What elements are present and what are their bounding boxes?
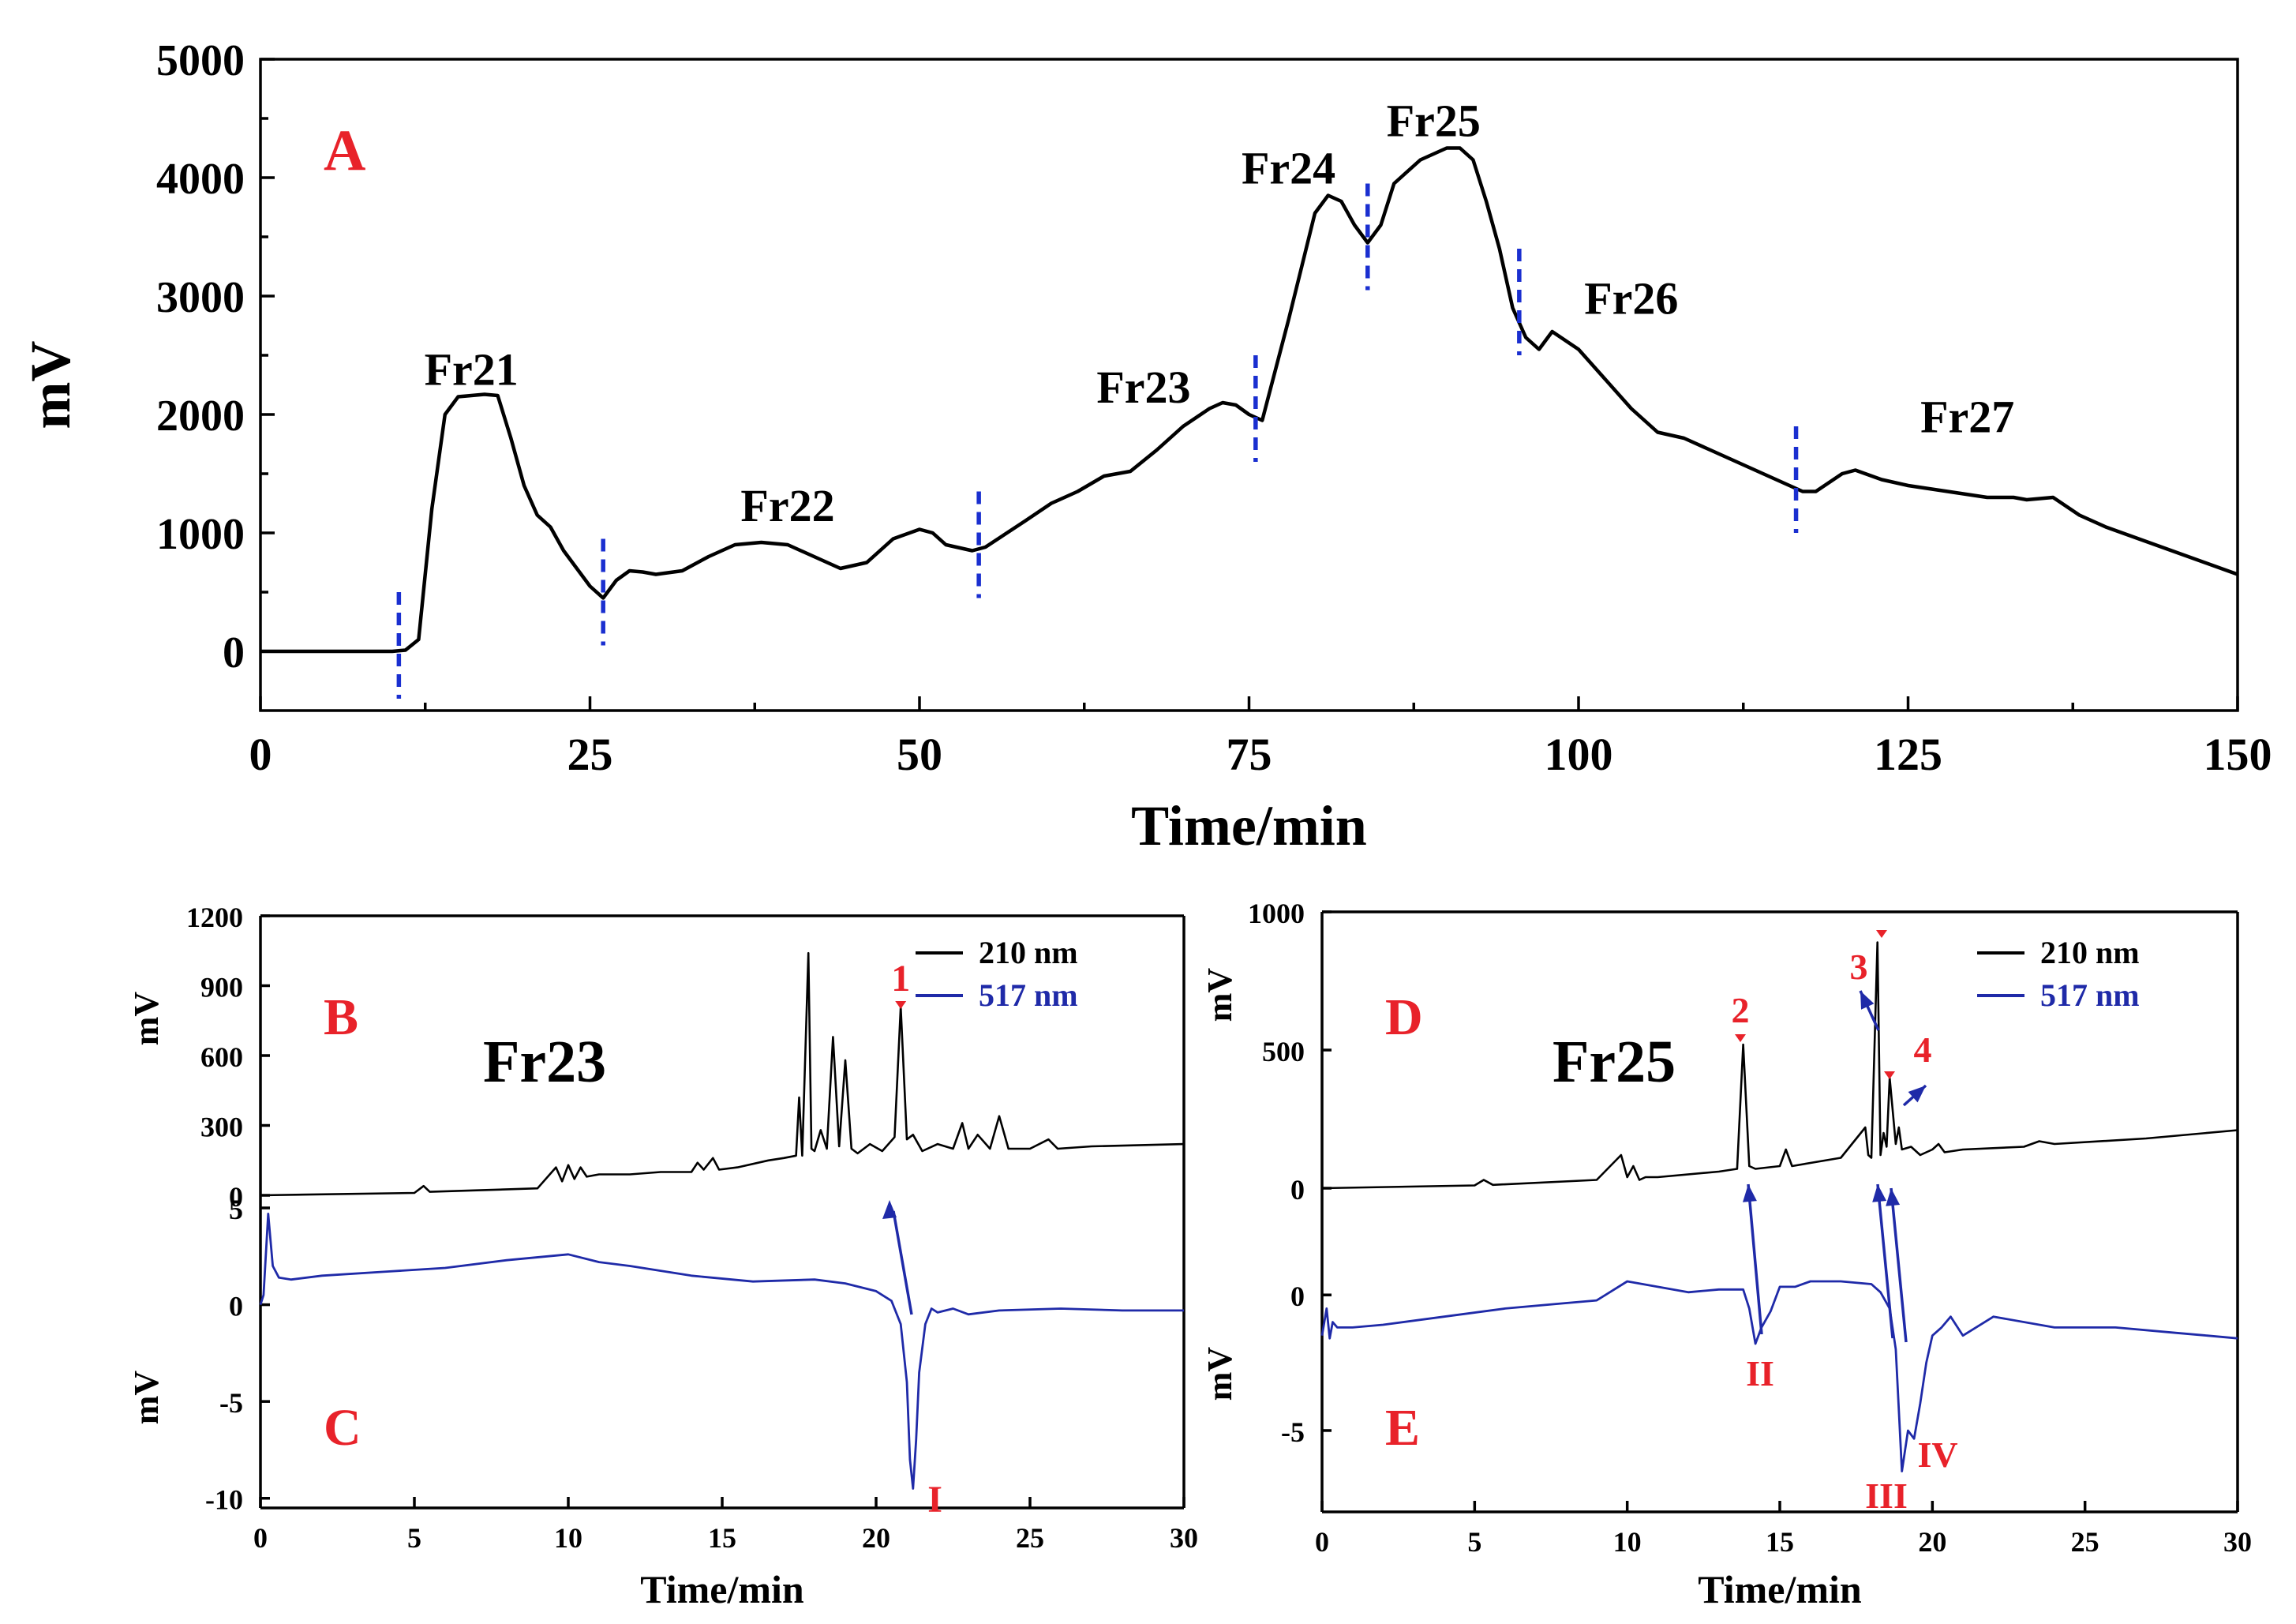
peak-marker-heart [1735,1034,1746,1042]
fraction-label: Fr23 [1096,362,1190,413]
fraction-label: Fr24 [1242,143,1335,194]
fraction-label: Fr27 [1920,392,2014,443]
y-tick-label: 0 [1290,1174,1305,1206]
x-tick-label: 5 [407,1522,421,1554]
x-tick-label: 25 [567,729,613,780]
legend-label-210: 210 nm [979,935,1078,970]
fraction-title: Fr23 [483,1029,606,1095]
panel-label-e: E [1385,1399,1420,1457]
link-arrow-head [1908,1086,1926,1103]
x-tick-label: 20 [1918,1526,1946,1558]
y-tick-label: 5 [229,1194,243,1225]
fraction-title: Fr25 [1553,1029,1676,1095]
link-arrow-head [1860,991,1875,1010]
x-tick-label: 30 [2223,1526,2252,1558]
y-tick-label: 5000 [156,36,245,85]
x-tick-label: 5 [1467,1526,1481,1558]
y-tick-label: 500 [1262,1036,1305,1067]
legend-label-517: 517 nm [979,977,1078,1013]
panel-label-a: A [324,118,365,183]
y-tick-label: -10 [205,1484,243,1516]
y-tick-label: 0 [229,1291,243,1322]
y-axis-title-b: mV [127,992,166,1046]
peak-marker-heart [1884,1071,1895,1079]
x-axis-title: Time/min [1698,1567,1862,1611]
y-axis-title-c: mV [127,1371,166,1425]
link-arrow [1747,1183,1763,1335]
link-arrow [1876,1183,1894,1339]
x-tick-label: 0 [249,729,272,780]
y-tick-label: -5 [219,1387,243,1419]
peak-marker-label: 3 [1850,947,1868,987]
peak-marker-label: 4 [1914,1030,1932,1070]
y-tick-label: 1000 [1248,898,1305,929]
peak-marker-label: III [1865,1476,1908,1516]
y-tick-label: 1000 [156,510,245,559]
y-tick-label: 600 [200,1041,243,1073]
x-tick-label: 15 [708,1522,736,1554]
y-tick-label: 900 [200,972,243,1003]
trace-517nm [259,1213,1184,1490]
x-tick-label: 30 [1170,1522,1198,1554]
link-arrow-head [1742,1184,1757,1202]
fraction-label: Fr26 [1584,273,1678,324]
x-tick-label: 125 [1874,729,1942,780]
x-tick-label: 100 [1545,729,1613,780]
y-tick-label: 3000 [156,273,245,322]
fraction-label: Fr21 [425,344,519,396]
peak-marker-label: I [927,1479,942,1521]
x-tick-label: 10 [554,1522,582,1554]
link-arrow-head [1872,1184,1887,1202]
trace-517nm [1320,1280,2238,1472]
peak-marker-label: 1 [891,958,910,1000]
x-tick-label: 25 [1016,1522,1044,1554]
y-tick-label: 0 [1290,1281,1305,1312]
x-tick-label: 20 [862,1522,890,1554]
x-tick-label: 15 [1766,1526,1794,1558]
y-tick-label: 300 [200,1112,243,1143]
y-axis-title-d: mV [1200,968,1239,1022]
panel-label-c: C [324,1399,361,1457]
y-tick-label: 1200 [186,902,243,933]
link-arrow-head [882,1200,897,1219]
panel-a: 0 1000 2000 3000 4000 5000 0 25 50 75 100 125 150 Tim… [19,36,2272,857]
x-tick-label: 25 [2071,1526,2099,1558]
x-tick-label: 10 [1613,1526,1642,1558]
trace-210nm [1321,941,2238,1190]
x-tick-label: 75 [1227,729,1272,780]
y-axis-title-e: mV [1200,1347,1239,1401]
x-axis-title: Time/min [1131,794,1367,857]
y-tick-label: -5 [1281,1416,1305,1448]
peak-marker-heart [1876,930,1887,938]
x-tick-label: 150 [2204,729,2272,780]
y-tick-label: 4000 [156,155,245,204]
peak-marker-label: IV [1917,1435,1957,1475]
panel-label-d: D [1385,988,1423,1046]
trace-210nm [260,951,1185,1197]
y-axis-title: mV [19,341,82,429]
fraction-label: Fr22 [740,480,834,531]
link-arrow [1890,1187,1908,1343]
chromatogram-line [260,146,2238,654]
y-tick-label: 0 [223,628,245,677]
peak-marker-heart [895,1001,907,1009]
panel-de: 0 500 1000 -5 0 0 5 10 15 20 25 30 Time/min mV mV 210 n… [1200,898,2252,1611]
y-tick-label: 0 [229,1181,243,1213]
x-axis-title: Time/min [640,1567,804,1611]
peak-marker-label: 2 [1732,990,1750,1030]
panel-label-b: B [324,988,358,1046]
peak-marker-label: II [1746,1353,1774,1393]
legend-label-517: 517 nm [2040,977,2140,1013]
y-tick-label: 2000 [156,392,245,441]
x-tick-label: 0 [253,1522,268,1554]
legend-label-210: 210 nm [2040,935,2140,970]
link-arrow-head [1886,1188,1901,1206]
fraction-label: Fr25 [1387,96,1481,147]
x-tick-label: 0 [1315,1526,1329,1558]
x-tick-label: 50 [897,729,942,780]
link-arrow [892,1210,913,1315]
